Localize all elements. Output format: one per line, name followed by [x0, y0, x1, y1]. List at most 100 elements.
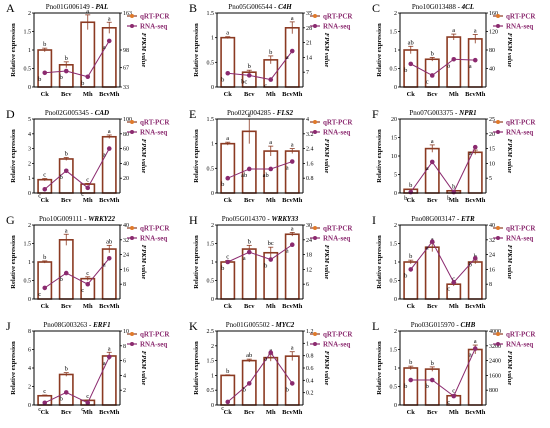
y-tick-label-left: 1: [394, 366, 397, 372]
y-tick-label-right: 2: [123, 388, 126, 394]
x-tick-label: Mh: [266, 91, 276, 98]
panel-title: Pno03G015970 - CHB: [411, 321, 476, 329]
rnaseq-point: [289, 48, 295, 54]
rnaseq-point: [451, 189, 457, 195]
rnaseq-point: [225, 175, 231, 181]
qrt-letter: a: [291, 345, 294, 352]
rnaseq-letter: c: [426, 78, 429, 85]
y-tick-label-right: 80: [489, 48, 495, 54]
rnaseq-point: [42, 400, 48, 406]
legend-rna-label: RNA-seq: [140, 23, 167, 31]
y-axis-title-left: Relative expression: [193, 23, 200, 77]
legend-rna-marker: [130, 342, 134, 346]
y-tick-label-left: 2: [28, 223, 31, 229]
qrt-letter: b: [226, 368, 229, 375]
qrt-letter: a: [248, 112, 251, 119]
gene-id: Pno01G006149 -: [46, 3, 96, 11]
rnaseq-point: [63, 390, 69, 395]
rnaseq-letter: a: [286, 165, 289, 172]
y-tick-label-right: 1.2: [306, 329, 314, 335]
panel-title: Pno07G003375 - NPR1: [409, 109, 476, 117]
rnaseq-letter: b: [426, 383, 429, 390]
rnaseq-letter: a: [426, 165, 429, 172]
rnaseq-letter: b: [38, 76, 41, 83]
panel-title: Pno02G005345 - CAD: [45, 109, 109, 117]
qrt-letter: a: [291, 142, 294, 149]
qrt-letter: ab: [106, 238, 112, 245]
y-tick-label-left: 1.5: [207, 359, 215, 365]
rnaseq-letter: ab: [241, 172, 247, 179]
y-axis-title-right: FPKM value: [506, 33, 513, 68]
x-tick-label: Ck: [224, 303, 233, 310]
panel-g: G Pno10G009111 - WRKY22 b a c ab c b c a 0 0.5 1 1.5 2…: [6, 213, 170, 310]
panel-title: Pno08G003147 - ETR: [411, 215, 475, 223]
rnaseq-point: [85, 185, 91, 191]
qrt-letter: a: [65, 227, 68, 234]
rnaseq-letter: b: [447, 195, 450, 202]
rnaseq-point: [225, 70, 231, 76]
y-axis-title-left: Relative expression: [376, 235, 383, 289]
y-tick-label-left: 1: [28, 260, 31, 266]
y-tick-label-right: 40: [123, 161, 129, 167]
rnaseq-point: [42, 187, 48, 192]
panel-j: J Pno08G003263 - ERF1 c b c a c b c a 0 2 4 6 8 2 4 6 8 10 C…: [6, 319, 170, 416]
y-tick-label-left: 1: [394, 260, 397, 266]
rnaseq-line: [44, 257, 110, 289]
legend-qrt-label: qRT-PCR: [506, 119, 536, 127]
qrt-letter: a: [108, 345, 111, 352]
rnaseq-point: [85, 74, 91, 80]
qrt-letter: a: [226, 30, 229, 37]
rnaseq-line: [44, 40, 110, 78]
y-tick-label-right: 0.8: [306, 354, 314, 360]
y-tick-label-left: 4: [28, 132, 31, 138]
qrt-letter: b: [65, 55, 68, 62]
gene-symbol: MYC2: [275, 321, 295, 329]
rnaseq-letter: a: [426, 245, 429, 252]
rnaseq-point: [408, 189, 414, 195]
qrt-letter: a: [108, 128, 111, 135]
qrt-letter: a: [291, 15, 294, 22]
y-tick-label-right: 16: [123, 267, 129, 273]
y-axis-title-left: Relative expression: [193, 235, 200, 289]
y-tick-label-right: 24: [306, 238, 312, 244]
rnaseq-point: [106, 256, 112, 261]
gene-symbol: NPR1: [458, 109, 477, 117]
rnaseq-letter: ab: [263, 172, 269, 179]
rnaseq-line: [410, 348, 476, 397]
y-tick-label-right: 32: [489, 238, 495, 244]
panel-letter: A: [6, 1, 15, 15]
y-axis-title-left: Relative expression: [376, 129, 383, 183]
qrt-letter: a: [226, 135, 229, 142]
y-tick-label-right: 28: [306, 26, 312, 32]
y-tick-label-right: 32: [123, 238, 129, 244]
rnaseq-point: [268, 257, 274, 262]
y-tick-label-right: 100: [123, 117, 132, 123]
x-tick-label: Ck: [407, 91, 416, 98]
x-tick-label: BcvMh: [99, 303, 120, 310]
y-tick-label-right: 24: [123, 253, 129, 259]
qrt-letter: a: [431, 138, 434, 145]
y-tick-label-left: 1.5: [390, 242, 398, 248]
rnaseq-point: [289, 381, 295, 386]
x-tick-label: Ck: [41, 197, 50, 204]
legend-rna-marker: [313, 130, 317, 134]
y-tick-label-right: 18: [306, 253, 312, 259]
rnaseq-point: [42, 285, 48, 291]
rnaseq-point: [472, 144, 478, 150]
x-tick-label: Mh: [266, 197, 276, 204]
rnaseq-line: [227, 50, 293, 81]
x-tick-label: BcvMh: [282, 409, 303, 416]
y-tick-label-right: 0.8: [306, 176, 314, 182]
rnaseq-point: [289, 242, 295, 248]
y-tick-label-left: 0.5: [24, 67, 32, 73]
legend-rna-marker: [496, 130, 500, 134]
gene-id: Pno08G003263 -: [43, 321, 93, 329]
rnaseq-point: [472, 57, 478, 63]
y-tick-label-left: 0: [394, 297, 397, 303]
y-tick-label-right: 25: [489, 117, 495, 123]
qrt-letter: ab: [246, 352, 252, 359]
panel-title: Pno05G014370 - WRKY33: [222, 215, 299, 223]
legend-rna-marker: [130, 130, 134, 134]
panel-title: Pno05G006544 - C4H: [228, 3, 292, 11]
